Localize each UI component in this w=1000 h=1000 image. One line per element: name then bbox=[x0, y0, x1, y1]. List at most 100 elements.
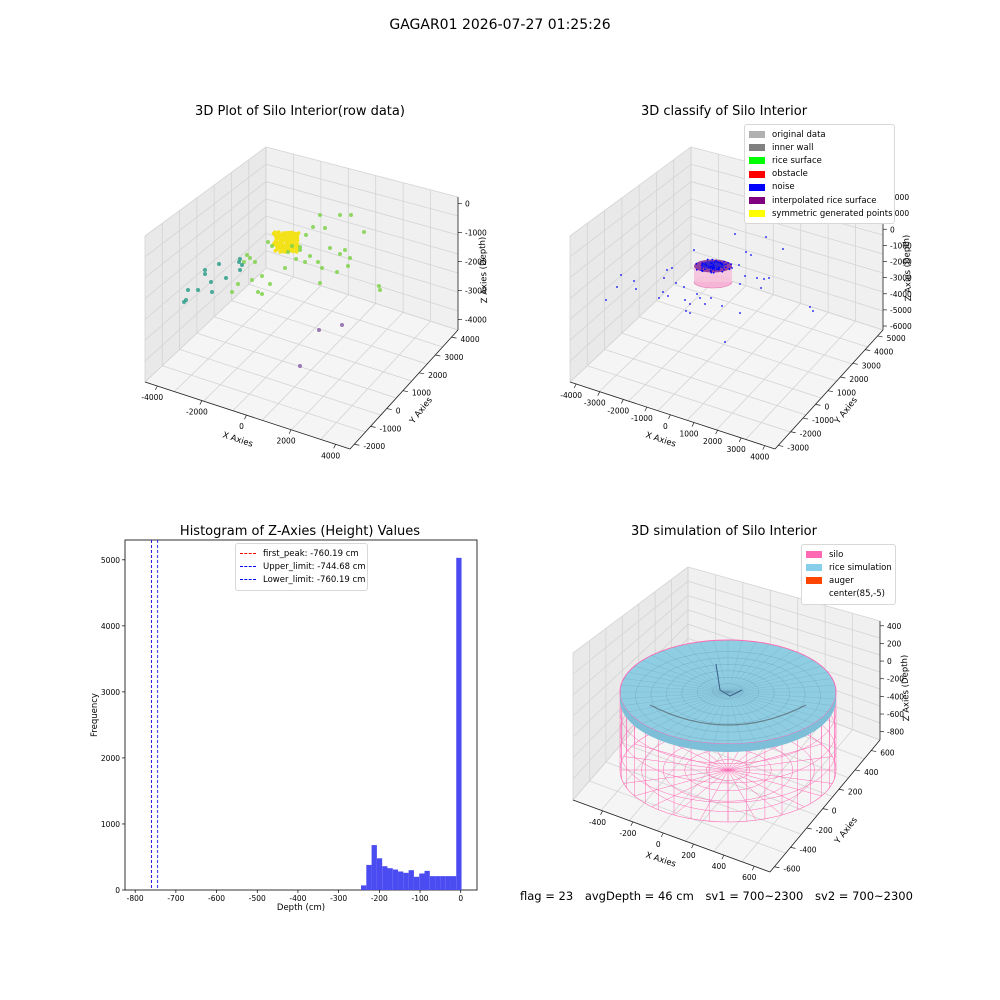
grid-line bbox=[569, 163, 692, 258]
y-tick-label: 4000 bbox=[874, 348, 893, 357]
grid-line bbox=[690, 233, 884, 293]
data-point bbox=[346, 264, 350, 268]
grid-line bbox=[174, 276, 294, 392]
grid-line bbox=[179, 349, 381, 416]
x-tick bbox=[288, 429, 292, 434]
data-point bbox=[260, 274, 264, 278]
grid-line bbox=[690, 198, 884, 255]
data-point bbox=[701, 270, 704, 273]
data-point bbox=[671, 267, 673, 269]
legend-label: obstacle bbox=[772, 169, 808, 180]
surface-mesh-spoke bbox=[727, 691, 822, 719]
data-point bbox=[260, 292, 264, 296]
legend-label: noise bbox=[772, 182, 795, 193]
histogram-bar bbox=[435, 876, 441, 890]
y-tick-label: 600 bbox=[880, 749, 895, 758]
legend-swatch bbox=[749, 144, 765, 152]
data-point bbox=[286, 242, 291, 247]
data-point bbox=[723, 268, 725, 271]
grid-line bbox=[639, 316, 837, 382]
silo-base-spoke bbox=[673, 769, 729, 816]
y-tick bbox=[370, 426, 376, 428]
x-tick-label: 0 bbox=[239, 422, 244, 431]
surface-mesh-spoke bbox=[727, 655, 805, 693]
y-tick bbox=[877, 335, 883, 338]
data-point bbox=[242, 260, 246, 264]
legend: original data inner wall rice surface obsta… bbox=[744, 124, 895, 225]
y-tick-label: -3000 bbox=[787, 443, 809, 452]
x-axis-label: Depth (cm) bbox=[277, 903, 325, 913]
data-point bbox=[238, 268, 242, 272]
surface-mesh-spoke bbox=[623, 678, 729, 693]
grid-line bbox=[569, 267, 692, 383]
data-point bbox=[311, 225, 315, 229]
data-point bbox=[705, 264, 708, 267]
y-tick-label: -2000 bbox=[800, 430, 822, 439]
z-tick-label: -600 bbox=[887, 710, 904, 719]
z-tick-label: -800 bbox=[887, 728, 904, 737]
x-tick bbox=[199, 400, 203, 405]
data-point bbox=[684, 299, 686, 301]
data-point bbox=[290, 236, 294, 240]
data-point bbox=[763, 278, 765, 280]
z-tick-label: 400 bbox=[887, 622, 902, 631]
x-tick-label: -400 bbox=[589, 818, 606, 827]
y-tick bbox=[815, 404, 821, 406]
y-tick bbox=[790, 431, 796, 434]
grid-line bbox=[265, 215, 459, 274]
y-tick bbox=[451, 336, 457, 339]
x-tick bbox=[691, 843, 694, 849]
y-tick-label: 1000 bbox=[412, 389, 431, 398]
y-tick-label: 1000 bbox=[101, 820, 120, 829]
x-tick-label: -4000 bbox=[141, 393, 163, 402]
z-tick-label: -3000 bbox=[890, 274, 912, 283]
data-point bbox=[703, 268, 706, 271]
surface-mesh-spoke bbox=[651, 691, 729, 729]
surface-mesh-spoke bbox=[727, 691, 770, 741]
grid-line bbox=[604, 349, 806, 416]
data-point bbox=[318, 213, 322, 217]
y-tick bbox=[386, 408, 392, 410]
y-tick bbox=[774, 866, 780, 869]
surface-mesh-spoke bbox=[727, 678, 833, 693]
legend-label: interpolated rice surface bbox=[772, 195, 877, 206]
z-axis-label: Z Axies (Depth) bbox=[900, 655, 912, 722]
surface-mesh-spoke bbox=[727, 671, 828, 693]
legend-swatch bbox=[806, 577, 822, 585]
data-point bbox=[217, 262, 221, 266]
chart-title: Histogram of Z-Axies (Height) Values bbox=[179, 524, 421, 539]
avg-depth-value: avgDepth = 46 cm bbox=[584, 889, 694, 903]
x-tick-label: -3000 bbox=[584, 399, 606, 408]
data-point bbox=[293, 232, 298, 237]
grid-line bbox=[687, 609, 881, 673]
histogram-bar bbox=[371, 845, 377, 890]
legend-item: obstacle bbox=[749, 168, 890, 181]
data-point bbox=[658, 297, 660, 299]
x-tick-label: -2000 bbox=[607, 406, 629, 415]
data-point bbox=[693, 249, 695, 251]
legend-item: first_peak: -760.19 cm bbox=[240, 547, 363, 560]
legend-swatch bbox=[749, 197, 765, 205]
grid-line bbox=[144, 198, 267, 299]
data-point bbox=[224, 276, 228, 280]
data-point bbox=[768, 277, 770, 279]
data-point bbox=[236, 282, 240, 286]
z-tick-label: -4000 bbox=[890, 290, 912, 299]
y-tick-label: 5000 bbox=[101, 556, 120, 565]
grid-line bbox=[265, 163, 459, 217]
grid-line bbox=[144, 215, 267, 320]
data-point bbox=[699, 297, 701, 299]
grid-line bbox=[673, 283, 868, 348]
grid-line bbox=[572, 566, 689, 654]
z-tick-label: 0 bbox=[887, 657, 892, 666]
status-bar: flag = 23 avgDepth = 46 cm sv1 = 700~230… bbox=[520, 889, 980, 903]
data-point bbox=[717, 267, 720, 270]
surface-mesh-spoke bbox=[713, 691, 729, 744]
x-axis-label: X Axies bbox=[644, 850, 677, 869]
grid-line bbox=[572, 609, 689, 717]
grid-line bbox=[261, 303, 377, 421]
plot-area bbox=[124, 539, 478, 891]
data-point bbox=[704, 303, 706, 305]
